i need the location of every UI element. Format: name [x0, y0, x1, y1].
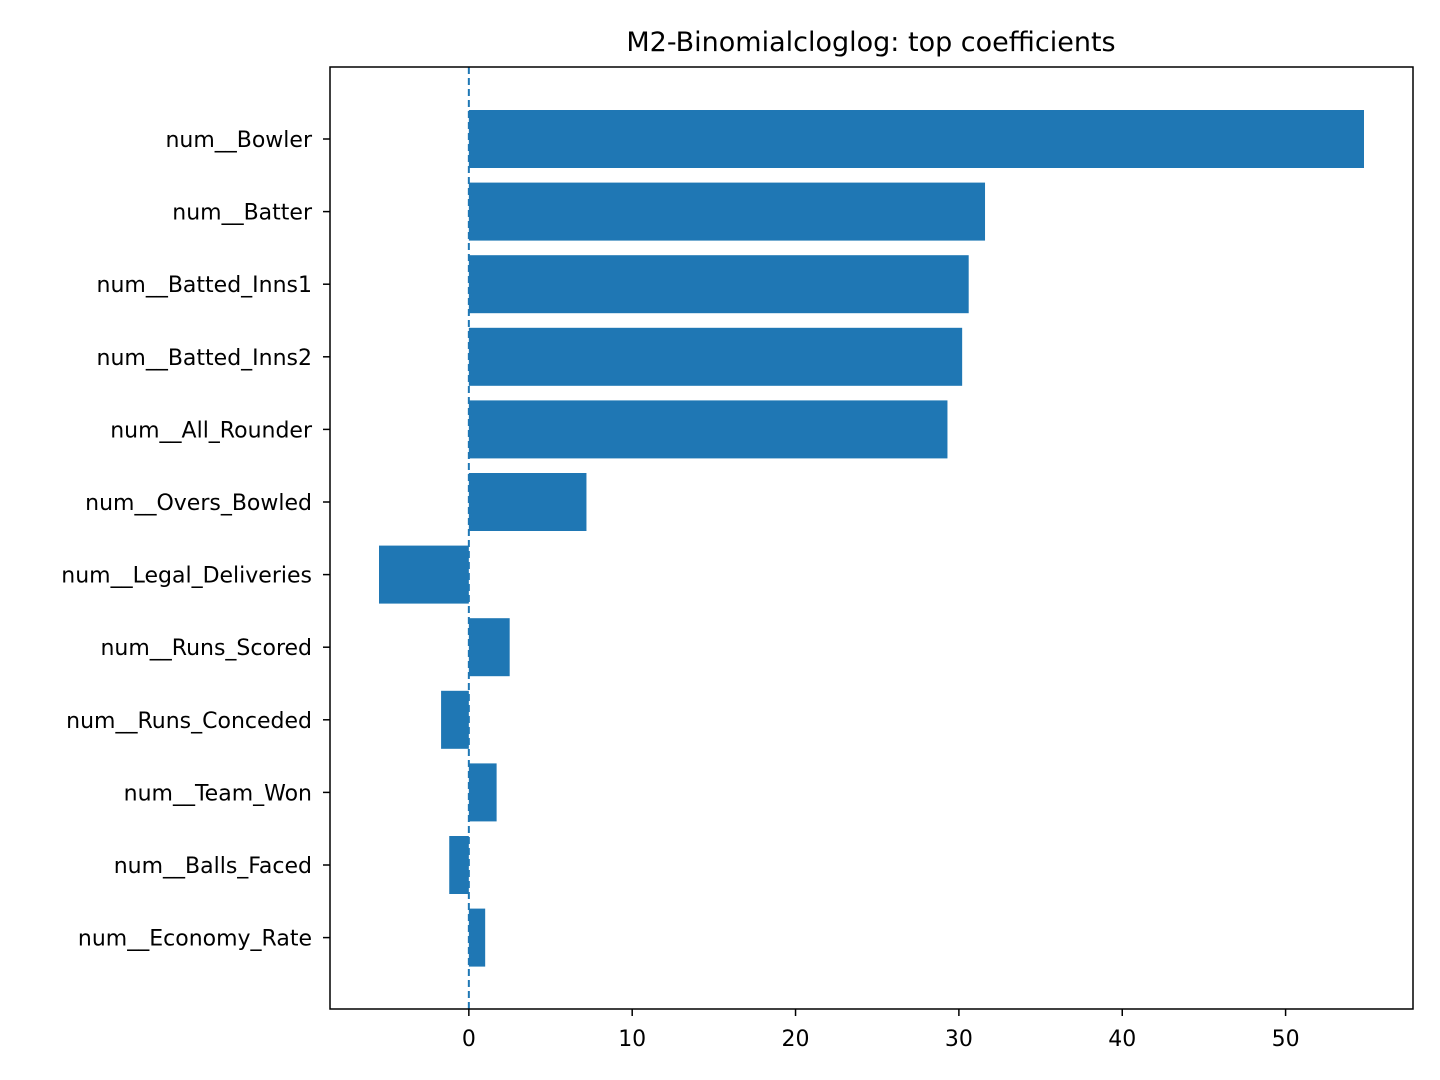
bar: [468, 618, 510, 677]
plot-frame: [329, 66, 1414, 1010]
bar: [468, 327, 963, 386]
bar: [449, 836, 469, 894]
x-tick-label: 0: [462, 1027, 476, 1052]
y-tick-label: num__All_Rounder: [110, 418, 313, 443]
y-tick-label: num__Legal_Deliveries: [61, 564, 312, 589]
bar: [441, 690, 469, 749]
x-tick-label: 40: [1108, 1027, 1136, 1052]
y-tick-label: num__Team_Won: [124, 781, 312, 806]
bar: [468, 908, 486, 967]
y-tick-label: num__Economy_Rate: [78, 927, 312, 952]
y-axis: num__Bowler num__Batter num__Batted_Inns1n…: [61, 128, 330, 952]
bar: [468, 110, 1364, 168]
bar: [468, 255, 969, 314]
y-tick-label: num__Batted_Inns2: [97, 346, 312, 371]
chart-title: M2-Binomialcloglog: top coefficients: [626, 27, 1115, 58]
x-axis: 0 10 20 30 40 50: [462, 1009, 1300, 1052]
y-tick-label: num__Runs_Scored: [100, 636, 312, 661]
bar: [468, 763, 497, 822]
y-tick-label: num__Batted_Inns1: [97, 273, 312, 298]
bar: [468, 182, 986, 241]
bar: [468, 473, 587, 531]
y-tick-label: num__Runs_Conceded: [66, 709, 312, 734]
y-tick-label: num__Batter: [172, 201, 313, 226]
x-tick-label: 30: [945, 1027, 973, 1052]
y-tick-label: num__Overs_Bowled: [85, 491, 312, 516]
bar: [379, 545, 469, 604]
bars-group: [379, 110, 1364, 967]
x-tick-label: 50: [1272, 1027, 1300, 1052]
x-tick-label: 10: [618, 1027, 646, 1052]
x-tick-label: 20: [782, 1027, 810, 1052]
y-tick-label: num__Bowler: [165, 128, 313, 153]
y-tick-label: num__Balls_Faced: [114, 854, 312, 879]
bar: [468, 400, 948, 459]
